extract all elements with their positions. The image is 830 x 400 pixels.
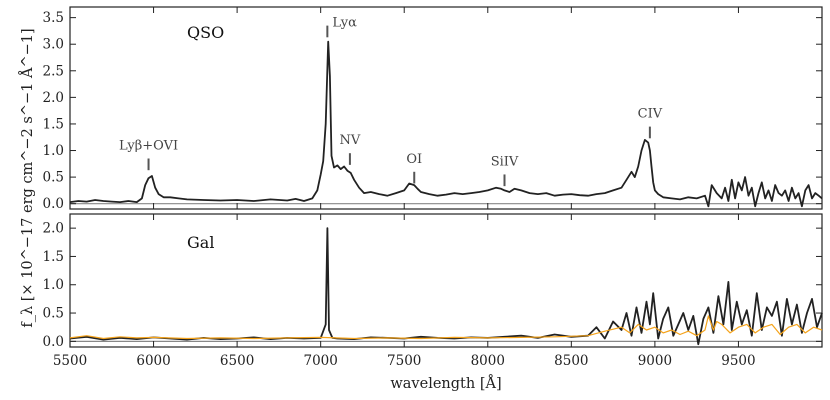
qso-y-tick-label: 0.0 xyxy=(43,196,64,212)
gal-y-tick-label: 1.0 xyxy=(43,277,64,293)
x-tick-label: 9500 xyxy=(721,353,755,369)
annotation-label: CIV xyxy=(638,107,663,122)
annotation-label: NV xyxy=(340,133,361,148)
qso-panel-frame xyxy=(69,6,823,210)
x-axis-label: wavelength [Å] xyxy=(390,374,501,392)
qso-y-ticks: 0.0 0.5 1.0 1.5 2.0 2.5 3.0 3.5 xyxy=(43,10,822,212)
qso-y-tick-label: 0.5 xyxy=(43,170,64,186)
x-tick-label: 7000 xyxy=(303,353,337,369)
qso-series xyxy=(69,40,823,208)
qso-flux-line xyxy=(69,40,823,208)
annotation-label: Lyα xyxy=(332,15,357,30)
qso-x-ticks xyxy=(69,7,739,209)
x-tick-label: 9000 xyxy=(638,353,672,369)
x-tick-label: 6500 xyxy=(220,353,254,369)
x-tick-label: 8500 xyxy=(554,353,588,369)
x-tick-label: 8000 xyxy=(471,353,505,369)
gal-y-tick-label: 2.0 xyxy=(43,221,64,237)
gal-panel: 0.0 0.5 1.0 1.5 2.0 5500 6000 6500 7000 7500 8000… xyxy=(43,213,823,369)
y-axis-label: f_λ [× 10^−17 erg cm^−2 s^−1 Å^−1] xyxy=(18,28,36,327)
qso-panel: Lyβ+OVI Lyα NV OI SiIV CIV 0.0 0.5 1.0 1.5 2.0 2.5… xyxy=(43,6,823,212)
qso-y-tick-label: 3.0 xyxy=(43,37,64,53)
gal-y-tick-label: 0.0 xyxy=(43,334,64,350)
qso-y-tick-label: 1.0 xyxy=(43,143,64,159)
gal-panel-frame xyxy=(69,213,823,348)
qso-y-tick-label: 3.5 xyxy=(43,10,64,26)
gal-y-ticks: 0.0 0.5 1.0 1.5 2.0 xyxy=(43,221,822,350)
gal-y-tick-label: 0.5 xyxy=(43,306,64,322)
annotation-label: Lyβ+OVI xyxy=(119,139,178,154)
qso-y-tick-label: 2.5 xyxy=(43,63,64,79)
x-tick-label: 6000 xyxy=(136,353,170,369)
gal-x-ticks: 5500 6000 6500 7000 7500 8000 8500 9000 9500 xyxy=(53,214,756,369)
qso-y-tick-label: 1.5 xyxy=(43,116,64,132)
gal-model-line xyxy=(69,315,823,340)
qso-panel-label: QSO xyxy=(187,23,224,42)
gal-series xyxy=(69,227,823,346)
qso-y-tick-label: 2.0 xyxy=(43,90,64,106)
annotation-label: OI xyxy=(406,152,422,167)
x-tick-label: 5500 xyxy=(53,353,87,369)
x-tick-label: 7500 xyxy=(387,353,421,369)
annotation-label: SiIV xyxy=(491,154,519,169)
gal-y-tick-label: 1.5 xyxy=(43,249,64,265)
gal-panel-label: Gal xyxy=(187,233,214,252)
qso-line-annotations: Lyβ+OVI Lyα NV OI SiIV CIV xyxy=(119,15,663,187)
